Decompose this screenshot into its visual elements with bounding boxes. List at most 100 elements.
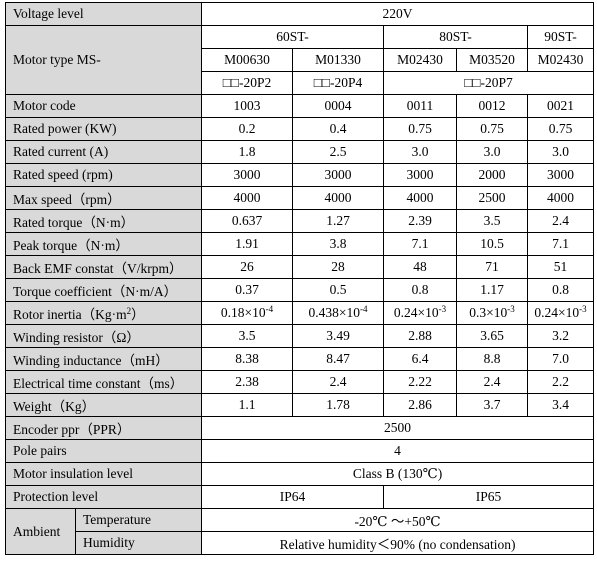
spec-row: Weight（Kg） 1.1 1.78 2.86 3.7 3.4 — [4, 393, 595, 417]
spec-value: 3.0 — [527, 140, 595, 164]
spec-value: 2.4 — [527, 209, 595, 233]
encoder-value: 2500 — [201, 416, 595, 440]
spec-row: Torque coefficient（N·m/A） 0.37 0.5 0.8 1… — [4, 278, 595, 302]
spec-value: 0.4 — [292, 117, 385, 141]
inertia-base: 0.3×10 — [469, 305, 508, 320]
inertia-exponent: -3 — [579, 304, 587, 314]
spec-value: 0.3×10-3 — [456, 301, 529, 325]
spec-row: Max speed（rpm） 4000 4000 4000 2500 4000 — [4, 186, 595, 210]
spec-label: Winding inductance（mH） — [4, 347, 203, 371]
spec-value: 4000 — [292, 186, 385, 210]
spec-row: Rated current (A) 1.8 2.5 3.0 3.0 3.0 — [4, 140, 595, 164]
spec-value: 2500 — [456, 186, 529, 210]
protection-value: IP65 — [383, 485, 595, 509]
motor-suffix: □□-20P7 — [383, 71, 595, 95]
motor-group-90st: 90ST- — [527, 25, 595, 49]
spec-value: 8.8 — [456, 347, 529, 371]
motor-type-group-row: Motor type MS- 60ST- 80ST- 90ST- — [4, 25, 595, 95]
inertia-base: 0.18×10 — [220, 305, 266, 320]
spec-value: 2.88 — [383, 324, 458, 348]
spec-label: Rated current (A) — [4, 140, 203, 164]
spec-value: 3.5 — [201, 324, 294, 348]
spec-value: 0.75 — [527, 117, 595, 141]
motor-model: M01330 — [292, 48, 385, 72]
spec-value: 2.2 — [527, 370, 595, 394]
spec-value: 0012 — [456, 94, 529, 118]
pole-pairs-row: Pole pairs 4 — [4, 439, 595, 463]
spec-value: 0.37 — [201, 278, 294, 302]
spec-value: 0.75 — [383, 117, 458, 141]
spec-row: Electrical time constant（ms） 2.38 2.4 2.… — [4, 370, 595, 394]
spec-value: 3.5 — [456, 209, 529, 233]
spec-value: 2.86 — [383, 393, 458, 417]
encoder-row: Encoder ppr（PPR） 2500 — [4, 416, 595, 440]
spec-label: Electrical time constant（ms） — [4, 370, 203, 394]
inertia-base: 0.24×10 — [534, 305, 580, 320]
spec-value: 3.4 — [527, 393, 595, 417]
spec-value: 10.5 — [456, 232, 529, 256]
spec-value: 7.0 — [527, 347, 595, 371]
spec-value: 28 — [292, 255, 385, 279]
spec-value: 1.91 — [201, 232, 294, 256]
motor-type-label: Motor type MS- — [4, 25, 203, 95]
spec-label: Rated torque（N·m） — [4, 209, 203, 233]
ambient-temperature-row: Ambient Temperature -20℃ ～+50℃ — [5, 508, 595, 555]
insulation-label: Motor insulation level — [4, 462, 203, 486]
inertia-base: 0.438×10 — [308, 305, 361, 320]
inertia-exponent: -3 — [438, 304, 447, 314]
spec-value: 0.8 — [383, 278, 458, 302]
spec-value: 0.18×10-4 — [201, 301, 294, 325]
spec-label: Peak torque（N·m） — [4, 232, 203, 256]
spec-value: 0.24×10-3 — [383, 301, 458, 325]
spec-row: Rated power (KW) 0.2 0.4 0.75 0.75 0.75 — [4, 117, 595, 141]
spec-value: 1.27 — [292, 209, 385, 233]
motor-spec-table: Voltage level 220V Motor type MS- 60ST- … — [4, 2, 595, 555]
motor-suffix-row: □□-20P2 □□-20P4 □□-20P7 — [6, 71, 595, 95]
spec-value: 2000 — [456, 163, 529, 187]
spec-value: 3.65 — [456, 324, 529, 348]
pole-pairs-label: Pole pairs — [4, 439, 203, 463]
motor-suffix: □□-20P4 — [292, 71, 385, 95]
spec-value: 0021 — [527, 94, 595, 118]
inertia-exponent: -3 — [507, 304, 515, 314]
spec-value: 4000 — [383, 186, 458, 210]
spec-value: 7.1 — [383, 232, 458, 256]
spec-value: 1.8 — [201, 140, 294, 164]
spec-row: Rated speed (rpm) 3000 3000 3000 2000 30… — [4, 163, 595, 187]
spec-value: 0011 — [383, 94, 458, 118]
voltage-row: Voltage level 220V — [4, 2, 595, 26]
spec-value: 0.8 — [527, 278, 595, 302]
spec-value: 71 — [456, 255, 529, 279]
voltage-label: Voltage level — [4, 2, 203, 26]
spec-value: 6.4 — [383, 347, 458, 371]
spec-label: Back EMF constat（V/krpm） — [4, 255, 203, 279]
spec-value: 1003 — [201, 94, 294, 118]
spec-value: 2.22 — [383, 370, 458, 394]
spec-value: 3.0 — [456, 140, 529, 164]
ambient-label: Ambient — [5, 508, 76, 555]
temperature-value: -20℃ ～+50℃ — [201, 508, 595, 532]
spec-value: 2.4 — [456, 370, 529, 394]
spec-value: 2.38 — [201, 370, 294, 394]
inertia-exponent: -4 — [360, 304, 368, 314]
spec-value: 48 — [383, 255, 458, 279]
spec-value: 2.4 — [292, 370, 385, 394]
spec-value: 4000 — [201, 186, 294, 210]
ambient-humidity-row: Humidity Relative humidity＜90% (no conde… — [6, 531, 595, 555]
spec-value: 3000 — [201, 163, 294, 187]
spec-value: 8.47 — [292, 347, 385, 371]
spec-value: 3000 — [527, 163, 595, 187]
spec-value: 3.7 — [456, 393, 529, 417]
protection-label: Protection level — [4, 485, 203, 509]
inertia-base: 0.24×10 — [393, 305, 439, 320]
spec-value: 2.39 — [383, 209, 458, 233]
spec-label: Motor code — [4, 94, 203, 118]
spec-value: 3.8 — [292, 232, 385, 256]
spec-value: 0.75 — [456, 117, 529, 141]
spec-value: 3.0 — [383, 140, 458, 164]
voltage-value: 220V — [201, 2, 595, 26]
spec-value: 8.38 — [201, 347, 294, 371]
inertia-row: Rotor inertia（Kg·m2） 0.18×10-4 0.438×10-… — [4, 301, 595, 325]
spec-row: Winding inductance（mH） 8.38 8.47 6.4 8.8… — [4, 347, 595, 371]
inertia-label-end: ） — [131, 307, 145, 322]
